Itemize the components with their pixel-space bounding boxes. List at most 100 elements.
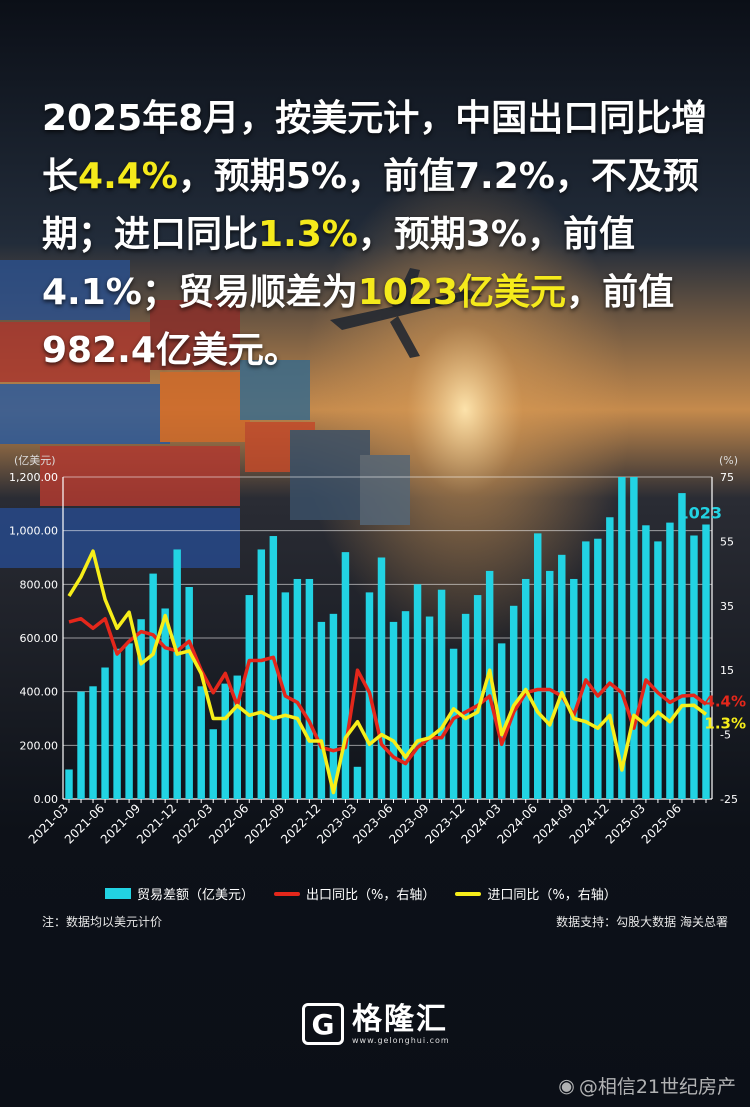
- import-yoy-callout: 1.3%: [704, 714, 746, 732]
- trade-balance-bar: [389, 621, 398, 799]
- left-tick-label: 1,000.00: [9, 525, 58, 538]
- trade-balance-bar: [425, 616, 434, 799]
- trade-balance-bar: [233, 675, 241, 799]
- left-tick-label: 400.00: [20, 686, 59, 699]
- legend-export-yoy: 出口同比（%，右轴）: [274, 884, 435, 903]
- trade-balance-bar: [534, 533, 542, 799]
- x-tick-label: 2025-06: [639, 801, 684, 846]
- right-tick-label: 35: [720, 600, 734, 613]
- trade-balance-bar: [77, 691, 85, 799]
- trade-balance-bar: [618, 477, 626, 799]
- trade-balance-bar: [185, 587, 193, 799]
- right-tick-label: -25: [720, 793, 738, 806]
- trade-balance-bar: [113, 648, 121, 799]
- trade-balance-bar: [329, 613, 338, 799]
- import-growth-highlight: 1.3%: [258, 214, 358, 255]
- trade-balance-bar: [690, 535, 698, 799]
- trade-balance-bar: [606, 517, 614, 799]
- right-tick-label: -5: [720, 729, 731, 742]
- trade-balance-bar: [161, 608, 169, 799]
- trade-balance-bar: [666, 522, 674, 799]
- weibo-icon: ◉: [558, 1074, 575, 1097]
- trade-surplus-highlight: 1023亿美元: [357, 272, 567, 313]
- left-tick-label: 1,200.00: [9, 471, 58, 484]
- trade-balance-bar: [353, 766, 362, 799]
- trade-balance-bar: [341, 552, 350, 799]
- legend-import-label: 进口同比（%，右轴）: [487, 888, 617, 903]
- right-tick-label: 15: [720, 664, 734, 677]
- logo-name: 格隆汇: [352, 1001, 448, 1037]
- left-tick-label: 600.00: [20, 632, 59, 645]
- headline-text: 2025年8月，按美元计，中国出口同比增长4.4%，预期5%，前值7.2%，不及…: [42, 90, 712, 380]
- trade-balance-bar: [125, 643, 133, 799]
- trade-balance-bar: [654, 541, 662, 799]
- legend-trade-label: 贸易差额（亿美元）: [137, 888, 255, 903]
- trade-balance-bar: [269, 536, 278, 799]
- trade-balance-bar: [401, 611, 410, 799]
- legend-export-swatch: [274, 891, 301, 896]
- trade-balance-bar: [137, 619, 145, 799]
- logo-url: www.gelonghui.com: [352, 1035, 450, 1045]
- right-tick-label: 75: [720, 471, 734, 484]
- legend-bar-swatch: [105, 888, 131, 899]
- trade-balance-bar: [245, 595, 254, 799]
- chart-note: 注：数据均以美元计价: [42, 915, 163, 929]
- trade-balance-bar: [221, 683, 229, 799]
- headline-part-7: ，前值982.4亿美元。: [42, 272, 675, 371]
- trade-balance-bar: [89, 686, 97, 799]
- trade-balance-bar: [473, 595, 482, 799]
- headline-part-3: ，预期5%，前值7.2%，不及预期；进口同比: [42, 156, 699, 255]
- trade-balance-bar: [485, 570, 494, 799]
- trade-balance-bar: [449, 648, 458, 799]
- trade-balance-bar: [546, 570, 554, 799]
- trade-balance-bar: [570, 578, 578, 799]
- left-tick-label: 0.00: [34, 793, 59, 806]
- watermark-text: @相信21世纪房产: [578, 1076, 736, 1098]
- trade-balance-bar: [642, 525, 650, 799]
- import-yoy-line: [67, 549, 708, 795]
- trade-chart: (亿美元) (%) 0.00 200.00 400.00 600.00 800.00 1,00…: [9, 454, 746, 847]
- headline-part-5: ，预期3%，前值4.1%；贸易顺差为: [42, 214, 635, 313]
- trade-balance-bar: [497, 643, 506, 799]
- trade-balance-bar: [678, 493, 686, 799]
- trade-balance-bar: [305, 578, 314, 799]
- trade-balance-callout: 1023: [677, 503, 722, 522]
- trade-balance-bar: [509, 605, 518, 799]
- trade-balance-bar: [630, 477, 638, 799]
- right-tick-label: 55: [720, 535, 734, 548]
- left-tick-label: 800.00: [20, 578, 59, 591]
- trade-balance-bar: [594, 538, 602, 799]
- trade-balance-bar: [197, 686, 205, 799]
- trade-balance-bar: [317, 621, 326, 799]
- trade-balance-bar: [65, 769, 73, 799]
- legend-import-yoy: 进口同比（%，右轴）: [455, 884, 617, 903]
- trade-balance-bar: [209, 729, 217, 799]
- trade-balance-bar: [558, 554, 566, 799]
- trade-balance-bar: [377, 557, 386, 799]
- legend-import-swatch: [455, 891, 482, 896]
- trade-balance-bar: [101, 667, 109, 799]
- weibo-watermark: ◉ @相信21世纪房产: [558, 1072, 736, 1099]
- headline-part-1: 2025年8月，按美元计，中国出口同比增长: [42, 98, 708, 197]
- right-axis-unit: (%): [719, 454, 738, 467]
- trade-balance-bar: [293, 578, 302, 799]
- trade-balance-bar: [413, 584, 422, 799]
- trade-balance-bar: [702, 524, 710, 799]
- gelonghui-logo: G 格隆汇 www.gelonghui.com: [302, 1003, 450, 1045]
- export-yoy-callout: 4.4%: [704, 692, 746, 710]
- trade-balance-bar: [582, 541, 590, 799]
- logo-g-icon: G: [302, 1003, 344, 1045]
- legend-export-label: 出口同比（%，右轴）: [306, 888, 436, 903]
- data-source: 数据支持：勾股大数据 海关总署: [556, 915, 728, 929]
- trade-balance-bar: [461, 613, 470, 799]
- chart-legend: 贸易差额（亿美元） 出口同比（%，右轴） 进口同比（%，右轴）: [105, 884, 665, 903]
- left-tick-label: 200.00: [20, 739, 59, 752]
- trade-balance-bar: [257, 549, 266, 799]
- export-growth-highlight: 4.4%: [78, 156, 178, 197]
- left-axis-unit: (亿美元): [14, 454, 56, 467]
- trade-balance-bar: [437, 589, 446, 799]
- legend-trade-balance: 贸易差额（亿美元）: [105, 884, 254, 903]
- trade-balance-bar: [149, 573, 157, 799]
- trade-balance-bar: [173, 549, 181, 799]
